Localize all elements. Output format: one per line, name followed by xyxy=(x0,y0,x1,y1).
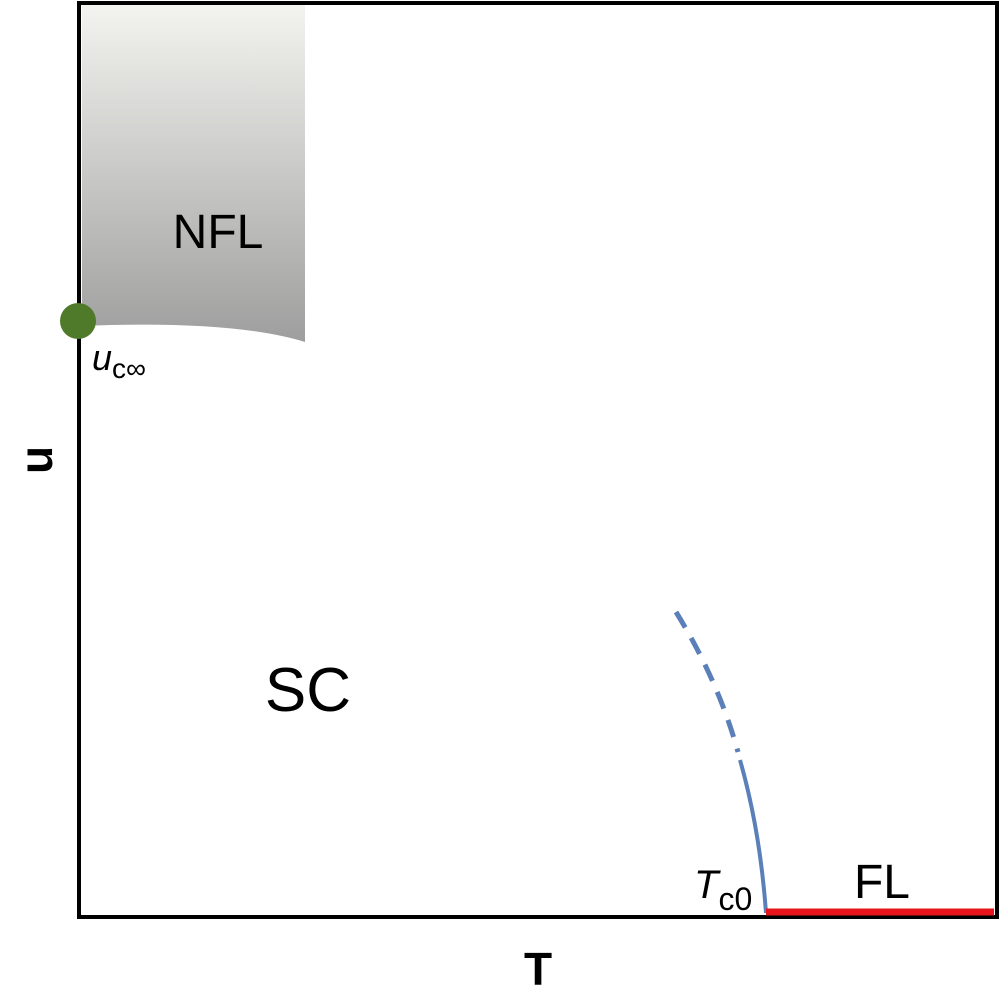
tc-curve xyxy=(738,759,768,914)
region-label: NFL xyxy=(173,206,264,259)
x-axis-label: T xyxy=(524,943,552,995)
plot-frame xyxy=(77,1,999,919)
symbol: T xyxy=(694,863,721,907)
region-label: SC xyxy=(265,656,351,725)
critical-point xyxy=(60,303,96,339)
tc-curve-dashed xyxy=(673,610,741,753)
point-label: Tc0 xyxy=(694,863,752,917)
subscript: c∞ xyxy=(112,353,146,384)
nfl-region xyxy=(82,5,305,342)
region-label: FL xyxy=(854,856,910,909)
point-label: uc∞ xyxy=(92,337,146,384)
y-axis-label: u xyxy=(10,446,62,474)
subscript: c0 xyxy=(718,881,752,917)
symbol: u xyxy=(92,337,112,378)
